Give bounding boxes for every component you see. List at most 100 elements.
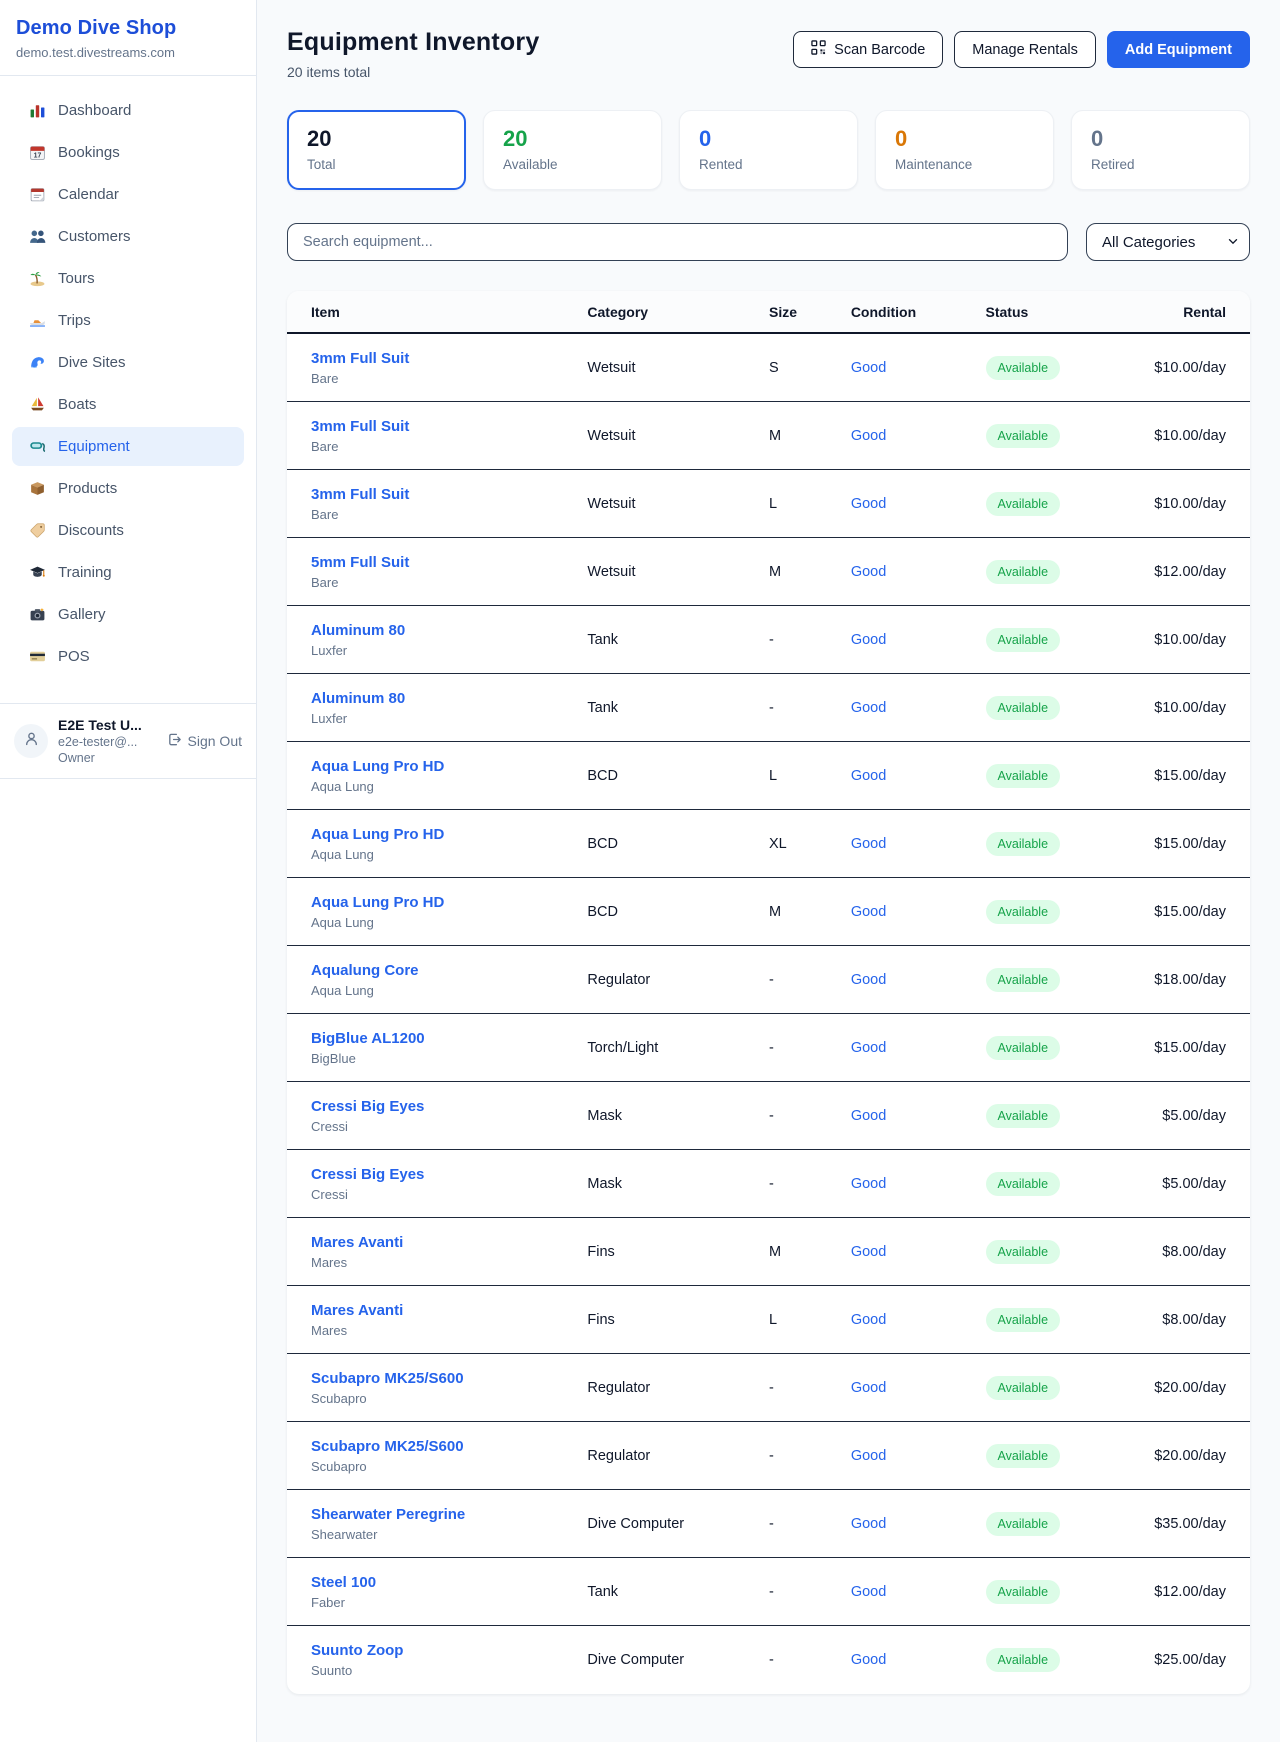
user-email: e2e-tester@... xyxy=(58,735,138,749)
item-name-link[interactable]: Scubapro MK25/S600 xyxy=(311,1369,464,1387)
sidebar-item-training[interactable]: Training xyxy=(12,553,244,592)
item-condition-link[interactable]: Good xyxy=(850,359,887,376)
manage-rentals-button[interactable]: Manage Rentals xyxy=(954,31,1096,68)
sidebar-item-bookings[interactable]: 17 Bookings xyxy=(12,133,244,172)
sidebar-item-customers[interactable]: Customers xyxy=(12,217,244,256)
brand-block: Demo Dive Shop demo.test.divestreams.com xyxy=(0,0,256,76)
sidebar-item-calendar[interactable]: Calendar xyxy=(12,175,244,214)
sidebar-item-dive-sites[interactable]: Dive Sites xyxy=(12,343,244,382)
stat-card-total[interactable]: 20 Total xyxy=(287,110,466,190)
item-condition-link[interactable]: Good xyxy=(850,1311,887,1328)
sidebar-item-label: Tours xyxy=(58,270,95,287)
item-name-link[interactable]: Suunto Zoop xyxy=(311,1642,404,1659)
item-name-link[interactable]: Steel 100 xyxy=(311,1573,377,1591)
sidebar-item-trips[interactable]: Trips xyxy=(12,301,244,340)
table-row: Aqualung Core Aqua Lung Regulator - Good… xyxy=(287,946,1250,1014)
scan-barcode-button[interactable]: Scan Barcode xyxy=(793,31,944,68)
item-condition-link[interactable]: Good xyxy=(850,631,887,648)
brand-title[interactable]: Demo Dive Shop xyxy=(16,17,177,39)
stat-label: Rented xyxy=(699,157,743,172)
item-name-link[interactable]: 3mm Full Suit xyxy=(311,349,410,367)
item-condition-link[interactable]: Good xyxy=(850,1243,887,1260)
item-condition-link[interactable]: Good xyxy=(850,1583,887,1600)
stat-card-available[interactable]: 20 Available xyxy=(483,110,662,190)
item-brand: Shearwater xyxy=(311,1526,378,1542)
item-name-link[interactable]: Aqua Lung Pro HD xyxy=(311,757,445,775)
sidebar-item-label: Products xyxy=(58,480,118,497)
item-condition-link[interactable]: Good xyxy=(850,1515,887,1532)
table-row: 3mm Full Suit Bare Wetsuit M Good Availa… xyxy=(287,402,1250,470)
sidebar-item-boats[interactable]: Boats xyxy=(12,385,244,424)
sidebar-item-dashboard[interactable]: Dashboard xyxy=(12,91,244,130)
item-name-link[interactable]: BigBlue AL1200 xyxy=(311,1029,425,1047)
item-condition-link[interactable]: Good xyxy=(850,563,887,580)
stat-card-rented[interactable]: 0 Rented xyxy=(679,110,858,190)
item-size: - xyxy=(768,1379,774,1396)
item-condition-link[interactable]: Good xyxy=(850,1379,887,1396)
item-condition-link[interactable]: Good xyxy=(850,835,887,852)
item-condition-link[interactable]: Good xyxy=(850,767,887,784)
item-name-link[interactable]: 3mm Full Suit xyxy=(311,417,410,435)
item-condition-link[interactable]: Good xyxy=(850,699,887,716)
calendar-icon xyxy=(28,185,47,204)
table-row: BigBlue AL1200 BigBlue Torch/Light - Goo… xyxy=(287,1014,1250,1082)
item-size: L xyxy=(768,495,778,512)
item-condition-link[interactable]: Good xyxy=(850,495,887,512)
item-brand: Cressi xyxy=(311,1118,348,1134)
status-badge: Available xyxy=(985,1375,1061,1400)
item-condition-link[interactable]: Good xyxy=(850,1652,887,1668)
item-condition-link[interactable]: Good xyxy=(850,1107,887,1124)
person-icon xyxy=(23,730,40,752)
sign-out-button[interactable]: Sign Out xyxy=(167,732,242,750)
item-condition-link[interactable]: Good xyxy=(850,1175,887,1192)
item-rental-rate: $25.00/day xyxy=(1154,1652,1226,1668)
sidebar-item-products[interactable]: Products xyxy=(12,469,244,508)
item-category: BCD xyxy=(587,767,619,784)
item-name-link[interactable]: Scubapro MK25/S600 xyxy=(311,1437,464,1455)
item-category: Torch/Light xyxy=(587,1039,659,1056)
item-name-link[interactable]: Aluminum 80 xyxy=(311,689,406,707)
table-row: Mares Avanti Mares Fins L Good Available… xyxy=(287,1286,1250,1354)
status-badge: Available xyxy=(985,763,1061,788)
item-name-link[interactable]: Cressi Big Eyes xyxy=(311,1097,425,1115)
item-name-link[interactable]: Cressi Big Eyes xyxy=(311,1165,425,1183)
item-brand: Luxfer xyxy=(311,642,348,658)
item-name-link[interactable]: Mares Avanti xyxy=(311,1301,404,1319)
category-select[interactable]: All Categories xyxy=(1086,223,1250,261)
item-condition-link[interactable]: Good xyxy=(850,1447,887,1464)
item-name-link[interactable]: Aqua Lung Pro HD xyxy=(311,893,445,911)
status-badge: Available xyxy=(985,1579,1061,1604)
item-name-link[interactable]: Shearwater Peregrine xyxy=(311,1505,466,1523)
item-name-link[interactable]: Mares Avanti xyxy=(311,1233,404,1251)
stat-label: Available xyxy=(503,157,558,172)
status-badge: Available xyxy=(985,1171,1061,1196)
table-row: Steel 100 Faber Tank - Good Available $1… xyxy=(287,1558,1250,1626)
stat-card-maintenance[interactable]: 0 Maintenance xyxy=(875,110,1054,190)
item-category: Regulator xyxy=(587,1447,651,1464)
item-size: - xyxy=(768,1175,774,1192)
item-name-link[interactable]: Aqualung Core xyxy=(311,961,419,979)
item-name-link[interactable]: 3mm Full Suit xyxy=(311,485,410,503)
item-brand: Bare xyxy=(311,574,339,590)
search-input[interactable] xyxy=(287,223,1068,261)
sidebar-item-label: Trips xyxy=(58,312,91,329)
item-size: XL xyxy=(768,835,787,852)
item-condition-link[interactable]: Good xyxy=(850,427,887,444)
sidebar-item-discounts[interactable]: Discounts xyxy=(12,511,244,550)
item-condition-link[interactable]: Good xyxy=(850,903,887,920)
item-name-link[interactable]: 5mm Full Suit xyxy=(311,553,410,571)
sidebar-item-gallery[interactable]: Gallery xyxy=(12,595,244,634)
item-name-link[interactable]: Aqua Lung Pro HD xyxy=(311,825,445,843)
add-equipment-button[interactable]: Add Equipment xyxy=(1106,31,1250,68)
sidebar-item-equipment[interactable]: Equipment xyxy=(12,427,244,466)
logout-icon xyxy=(167,732,182,750)
dashboard-icon xyxy=(28,101,47,120)
sidebar-item-tours[interactable]: Tours xyxy=(12,259,244,298)
stat-card-retired[interactable]: 0 Retired xyxy=(1071,110,1250,190)
item-name-link[interactable]: Aluminum 80 xyxy=(311,621,406,639)
item-condition-link[interactable]: Good xyxy=(850,971,887,988)
item-brand: Cressi xyxy=(311,1186,348,1202)
item-condition-link[interactable]: Good xyxy=(850,1039,887,1056)
sidebar-item-pos[interactable]: POS xyxy=(12,637,244,676)
item-rental-rate: $10.00/day xyxy=(1154,359,1226,376)
